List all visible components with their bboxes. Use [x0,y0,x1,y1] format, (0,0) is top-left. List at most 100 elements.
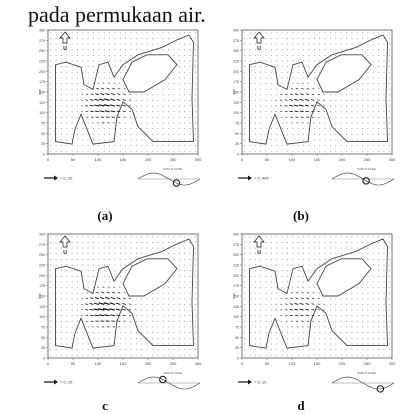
velocity-vector [147,236,148,237]
velocity-vector [152,145,153,146]
velocity-vector [367,134,368,135]
velocity-vector [367,123,368,124]
velocity-vector [88,72,89,73]
velocity-vector [190,321,191,322]
velocity-vector [292,55,293,56]
velocity-vector [266,145,267,146]
velocity-vector [255,349,256,350]
velocity-vector [93,332,94,333]
velocity-vector [82,343,83,344]
velocity-vector [318,304,320,305]
velocity-vector [303,242,304,243]
coastline [56,239,194,348]
velocity-vector [88,55,89,56]
velocity-vector [271,100,272,101]
velocity-vector [184,327,185,328]
y-tick-label: 0 [43,153,45,157]
velocity-vector [184,321,185,322]
velocity-vector [123,298,126,299]
velocity-vector [93,338,94,339]
y-tick-label: 25 [41,346,45,350]
velocity-vector [141,242,142,243]
velocity-vector [314,83,315,84]
velocity-vector [163,355,164,356]
velocity-vector [362,38,363,39]
velocity-vector [131,151,132,152]
velocity-vector [50,128,51,129]
velocity-vector [109,38,110,39]
velocity-vector [173,83,174,84]
velocity-vector [362,332,363,333]
velocity-vector [314,38,315,39]
velocity-vector [373,270,374,271]
velocity-vector [319,253,320,254]
velocity-vector [357,304,358,305]
velocity-vector [147,321,148,322]
velocity-vector [271,117,272,118]
velocity-vector [72,304,73,305]
velocity-vector [110,315,115,316]
x-tick-label: 50 [265,157,270,162]
velocity-vector [129,94,131,95]
velocity-vector [77,38,78,39]
velocity-vector [244,134,245,135]
velocity-vector [195,332,196,333]
velocity-vector [147,151,148,152]
velocity-vector [141,338,142,339]
velocity-vector [271,355,272,356]
velocity-vector [168,89,169,90]
velocity-vector [362,304,363,305]
velocity-vector [77,242,78,243]
velocity-vector [351,248,352,249]
velocity-vector [72,55,73,56]
velocity-vector [314,44,315,45]
velocity-vector [373,123,374,124]
velocity-vector [50,349,51,350]
velocity-vector [190,66,191,67]
velocity-vector [367,281,368,282]
velocity-vector [173,327,174,328]
velocity-vector [120,49,121,50]
velocity-vector [93,151,94,152]
velocity-vector [163,38,164,39]
velocity-vector [282,139,283,140]
north-label: U [257,250,261,256]
velocity-vector [66,338,67,339]
velocity-vector [136,349,137,350]
velocity-vector [168,298,169,299]
velocity-vector [362,145,363,146]
velocity-vector [389,355,390,356]
velocity-vector [163,106,164,107]
velocity-vector [157,355,158,356]
velocity-vector [314,139,315,140]
velocity-vector [184,134,185,135]
velocity-vector [389,145,390,146]
velocity-vector [362,327,363,328]
velocity-vector [250,44,251,45]
velocity-vector [255,151,256,152]
velocity-vector [61,248,62,249]
velocity-vector [292,248,293,249]
velocity-vector [111,297,115,298]
velocity-vector [314,145,315,146]
velocity-vector [384,293,385,294]
velocity-vector [292,287,293,288]
velocity-vector [98,281,99,282]
velocity-vector [147,117,148,118]
velocity-vector [179,259,180,260]
velocity-vector [179,134,180,135]
velocity-vector [125,49,126,50]
velocity-vector [115,265,116,266]
velocity-vector [319,327,320,328]
velocity-vector [120,270,121,271]
velocity-vector [88,83,89,84]
velocity-vector [168,134,169,135]
velocity-vector [309,77,310,78]
velocity-vector [125,151,126,152]
velocity-vector [389,106,390,107]
velocity-vector [66,89,67,90]
velocity-vector [298,128,299,129]
velocity-vector [173,123,174,124]
phase-indicator: SUDUT FASE [138,371,200,389]
